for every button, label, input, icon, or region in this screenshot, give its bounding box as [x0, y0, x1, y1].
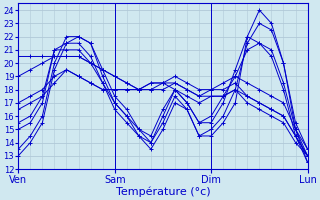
X-axis label: Température (°c): Température (°c)	[116, 186, 210, 197]
